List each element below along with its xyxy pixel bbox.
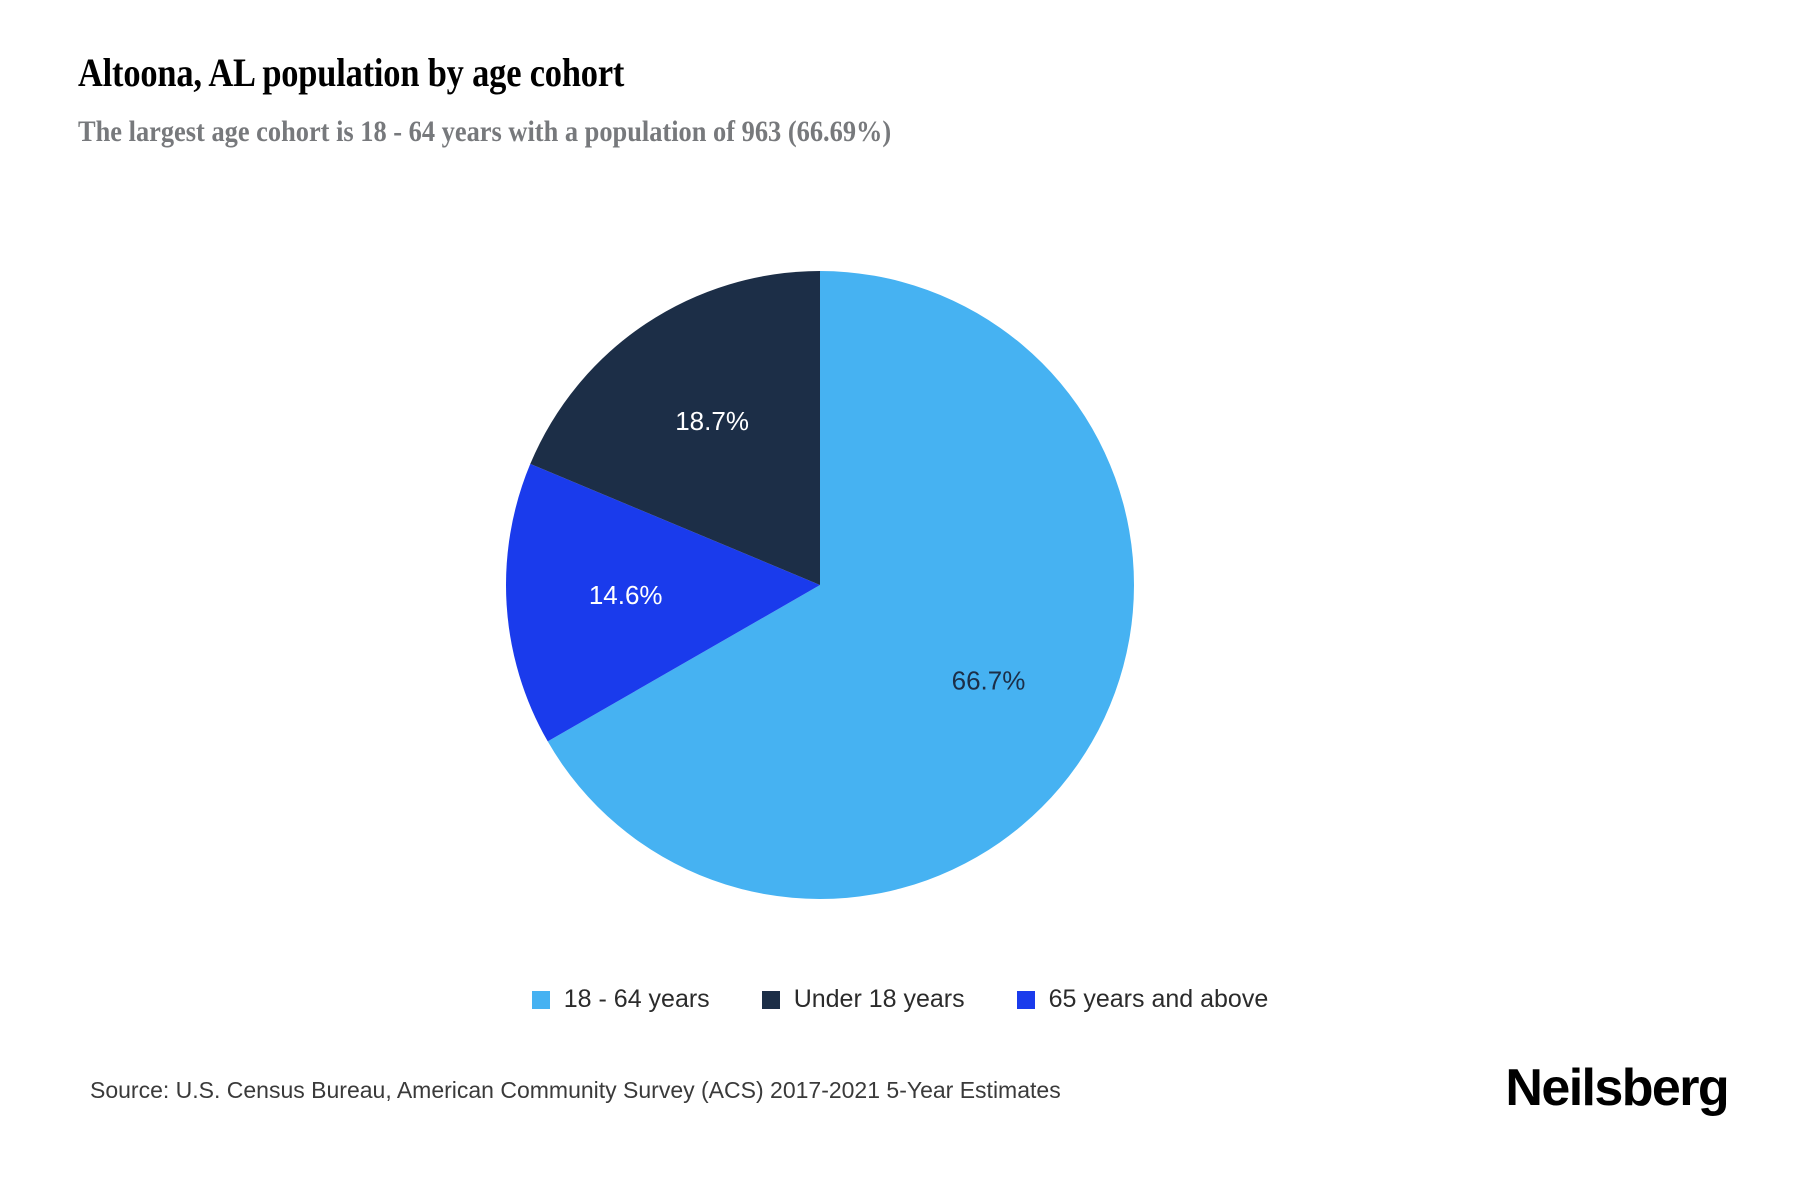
- legend-item-label: Under 18 years: [793, 985, 965, 1013]
- legend-item[interactable]: Under 18 years: [761, 985, 965, 1014]
- pie-slice[interactable]: [530, 271, 820, 585]
- pie-chart[interactable]: 66.7% 14.6% 18.7%: [505, 270, 1135, 900]
- pie-slice-label: 66.7%: [952, 665, 1026, 695]
- legend-swatch-icon: [761, 990, 780, 1009]
- legend-swatch-icon: [1016, 990, 1035, 1009]
- legend-swatch-icon: [531, 990, 550, 1009]
- legend-item-label: 18 - 64 years: [563, 985, 710, 1013]
- pie-slice[interactable]: [506, 463, 820, 742]
- legend-item[interactable]: 65 years and above: [1016, 985, 1269, 1014]
- pie-slice[interactable]: [547, 271, 1134, 899]
- page-title: Altoona, AL population by age cohort: [78, 50, 625, 95]
- chart-header: Altoona, AL population by age cohort The…: [78, 48, 1578, 152]
- legend-item-label: 65 years and above: [1048, 985, 1269, 1013]
- pie-slice-label: 14.6%: [589, 580, 663, 610]
- chart-legend: 18 - 64 years Under 18 years 65 years and …: [0, 985, 1800, 1014]
- legend-item[interactable]: 18 - 64 years: [531, 985, 710, 1014]
- chart-subtitle: The largest age cohort is 18 - 64 years …: [78, 115, 892, 148]
- pie-slice-label: 18.7%: [675, 406, 749, 436]
- brand-logo: Neilsberg: [1505, 1059, 1729, 1117]
- source-note: Source: U.S. Census Bureau, American Com…: [90, 1077, 1061, 1103]
